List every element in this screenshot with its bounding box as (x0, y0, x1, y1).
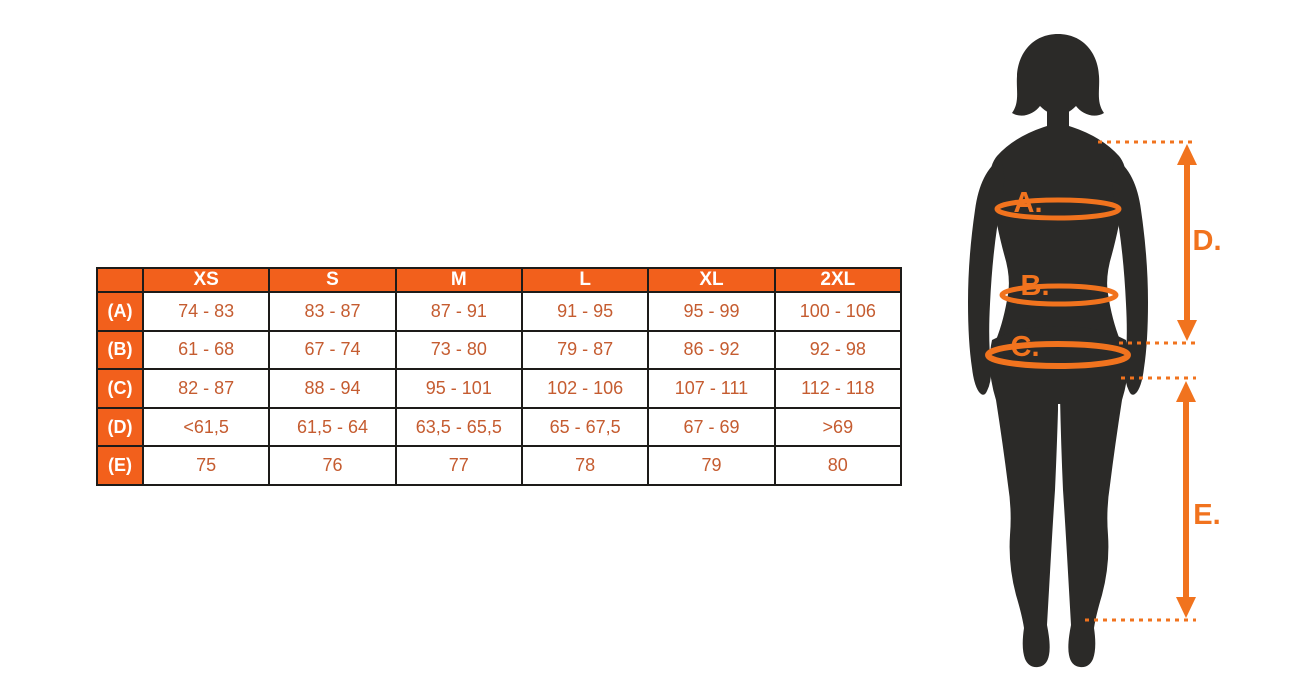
cell-a-xl: 95 - 99 (647, 291, 776, 332)
bust-ellipse (994, 197, 1122, 221)
cell-b-m: 73 - 80 (394, 329, 523, 371)
hip-label: C. (1011, 331, 1040, 363)
row-label-c: (C) (96, 368, 144, 409)
table-row-a: (A) 74 - 83 83 - 87 87 - 91 91 - 95 95 -… (96, 291, 903, 332)
cell-c-s: 88 - 94 (268, 368, 397, 409)
cell-a-2xl: 100 - 106 (773, 291, 903, 332)
cell-e-xl: 79 (647, 445, 776, 486)
body-silhouette (968, 34, 1148, 668)
col-header-2xl: 2XL (773, 267, 903, 293)
cell-d-xl: 67 - 69 (647, 406, 776, 448)
arrow-up-icon (1176, 381, 1196, 402)
leg-length-label: E. (1193, 499, 1220, 531)
cell-e-2xl: 80 (773, 445, 903, 486)
cell-e-xs: 75 (141, 445, 271, 486)
row-label-e: (E) (96, 445, 144, 486)
cell-d-s: 61,5 - 64 (268, 406, 397, 448)
waist-label: B. (1021, 270, 1050, 302)
arrow-down-icon (1177, 320, 1197, 341)
cell-d-2xl: >69 (773, 406, 903, 448)
col-header-xl: XL (647, 267, 776, 293)
col-header-xs: XS (141, 267, 271, 293)
cell-c-l: 102 - 106 (520, 368, 650, 409)
cell-b-s: 67 - 74 (268, 329, 397, 371)
cell-a-s: 83 - 87 (268, 291, 397, 332)
right-arm-shape (1111, 158, 1148, 395)
bust-label: A. (1014, 187, 1043, 219)
header-row: XS S M L XL 2XL (96, 267, 903, 293)
arrow-up-icon (1177, 144, 1197, 165)
cell-d-m: 63,5 - 65,5 (394, 406, 523, 448)
table-row-d: (D) <61,5 61,5 - 64 63,5 - 65,5 65 - 67,… (96, 406, 903, 448)
row-label-b: (B) (96, 329, 144, 371)
table-row-e: (E) 75 76 77 78 79 80 (96, 445, 903, 486)
waist-ellipse (999, 283, 1119, 307)
cell-b-l: 79 - 87 (520, 329, 650, 371)
left-arm-shape (968, 158, 1005, 395)
col-header-s: S (268, 267, 397, 293)
leg-length-arrow (1176, 381, 1196, 618)
cell-e-m: 77 (394, 445, 523, 486)
cell-c-m: 95 - 101 (394, 368, 523, 409)
col-header-l: L (520, 267, 650, 293)
cell-a-l: 91 - 95 (520, 291, 650, 332)
cell-c-xs: 82 - 87 (141, 368, 271, 409)
torso-length-label: D. (1193, 225, 1222, 257)
row-label-d: (D) (96, 406, 144, 448)
cell-c-xl: 107 - 111 (647, 368, 776, 409)
table-row-c: (C) 82 - 87 88 - 94 95 - 101 102 - 106 1… (96, 368, 903, 409)
size-chart-table: XS S M L XL 2XL (A) 74 - 83 83 - 87 87 -… (96, 267, 903, 486)
hip-ellipse (985, 341, 1131, 369)
table-row-b: (B) 61 - 68 67 - 74 73 - 80 79 - 87 86 -… (96, 329, 903, 371)
cell-b-2xl: 92 - 98 (773, 329, 903, 371)
cell-c-2xl: 112 - 118 (773, 368, 903, 409)
corner-cell (96, 267, 144, 293)
arrow-down-icon (1176, 597, 1196, 618)
cell-b-xl: 86 - 92 (647, 329, 776, 371)
cell-d-xs: <61,5 (141, 406, 271, 448)
cell-e-s: 76 (268, 445, 397, 486)
torso-length-arrow (1177, 144, 1197, 341)
torso-shape (989, 95, 1127, 404)
legs-shape (989, 326, 1129, 668)
cell-b-xs: 61 - 68 (141, 329, 271, 371)
cell-a-m: 87 - 91 (394, 291, 523, 332)
row-label-a: (A) (96, 291, 144, 332)
cell-a-xs: 74 - 83 (141, 291, 271, 332)
cell-e-l: 78 (520, 445, 650, 486)
head-shape (1012, 34, 1104, 116)
col-header-m: M (394, 267, 523, 293)
cell-d-l: 65 - 67,5 (520, 406, 650, 448)
